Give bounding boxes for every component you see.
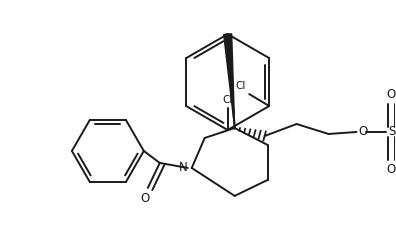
Text: O: O xyxy=(140,192,149,205)
Text: Cl: Cl xyxy=(223,95,233,105)
Polygon shape xyxy=(224,34,235,128)
Text: O: O xyxy=(358,125,368,138)
Text: O: O xyxy=(387,88,396,101)
Text: N: N xyxy=(179,161,188,174)
Text: Cl: Cl xyxy=(236,81,246,91)
Text: O: O xyxy=(387,163,396,176)
Text: S: S xyxy=(388,125,395,138)
